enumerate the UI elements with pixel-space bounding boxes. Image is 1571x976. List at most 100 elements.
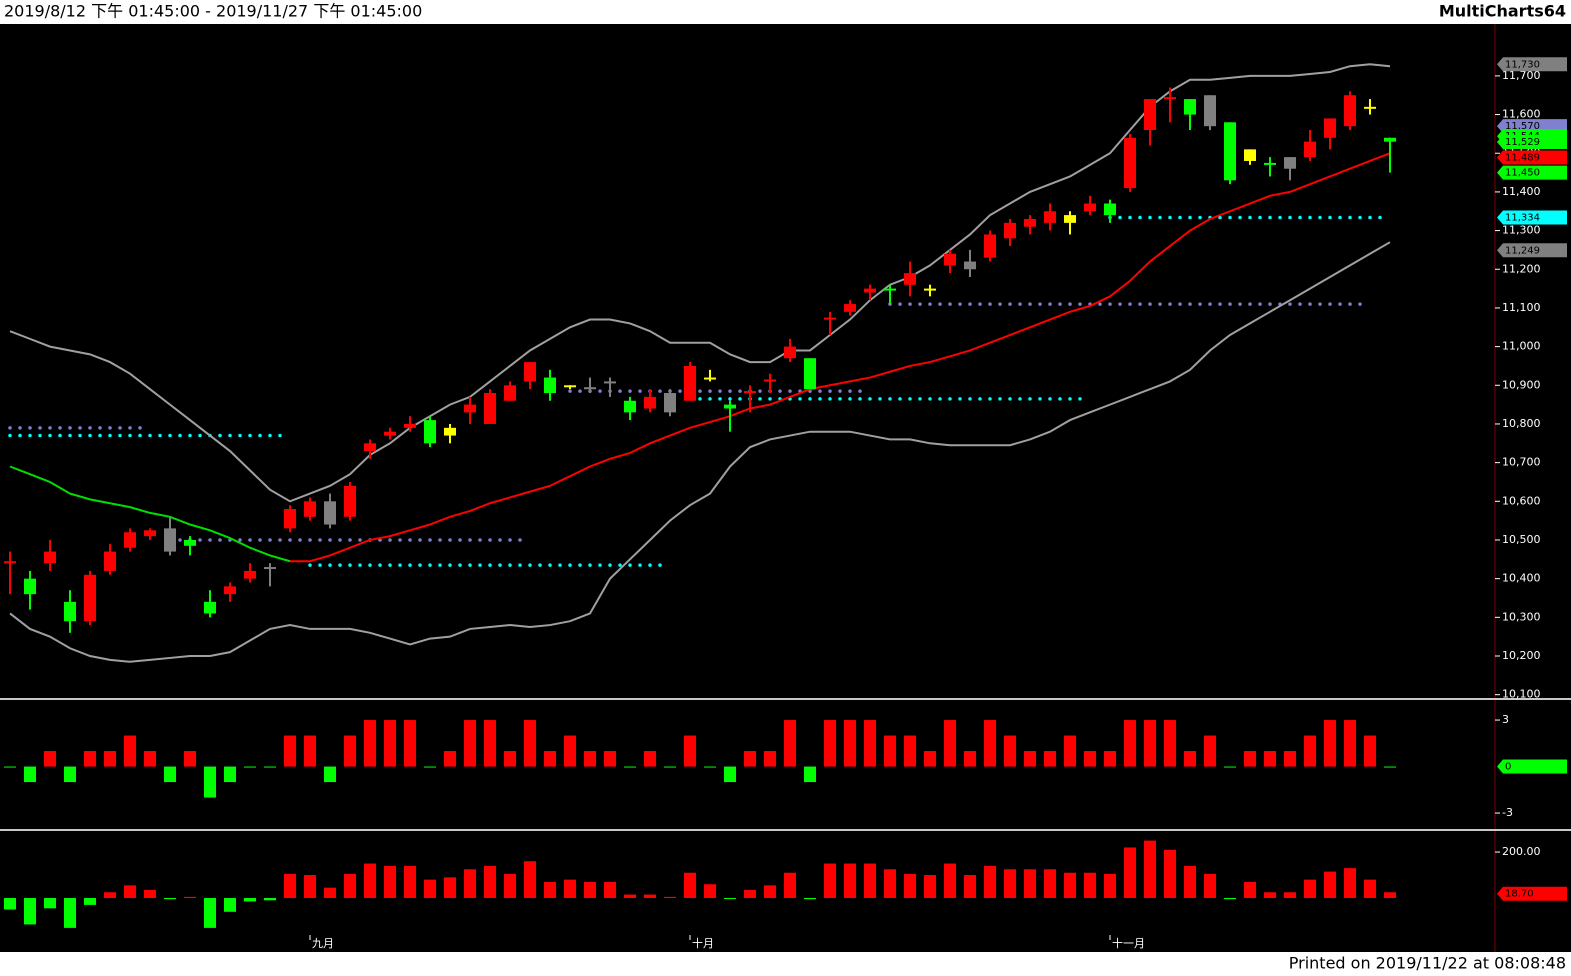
app-name: MultiCharts64 bbox=[1439, 2, 1566, 21]
histogram-bar bbox=[824, 720, 836, 767]
x-tick-label: 九月 bbox=[312, 937, 334, 950]
histogram-bar bbox=[764, 885, 776, 899]
candle-body bbox=[424, 420, 436, 444]
candle-body bbox=[584, 387, 596, 390]
histogram-bar bbox=[544, 751, 556, 767]
histogram-bar bbox=[244, 898, 256, 902]
candle-body bbox=[1024, 218, 1036, 227]
y-tick-label: 200.00 bbox=[1502, 845, 1541, 858]
histogram-bar bbox=[1044, 869, 1056, 899]
histogram-bar bbox=[24, 766, 36, 783]
histogram-bar bbox=[344, 735, 356, 767]
histogram-bar bbox=[584, 751, 596, 767]
histogram-bar bbox=[744, 751, 756, 767]
histogram-bar bbox=[1024, 751, 1036, 767]
histogram-bar bbox=[104, 751, 116, 767]
candle-body bbox=[244, 570, 256, 579]
histogram-bar bbox=[224, 766, 236, 783]
candle-body bbox=[1284, 157, 1296, 169]
y-tick-label: 10,900 bbox=[1502, 378, 1541, 391]
y-tick-label: 11,400 bbox=[1502, 185, 1541, 198]
histogram-bar bbox=[504, 873, 516, 899]
histogram-bar bbox=[604, 751, 616, 767]
candle-body bbox=[804, 358, 816, 390]
price-tag bbox=[1497, 243, 1567, 258]
histogram-bar bbox=[1124, 847, 1136, 899]
candle-body bbox=[724, 404, 736, 409]
histogram-bar bbox=[944, 720, 956, 767]
histogram-bar bbox=[784, 872, 796, 899]
histogram-bar bbox=[264, 898, 276, 901]
candle-body bbox=[64, 601, 76, 622]
y-tick-label: 3 bbox=[1502, 713, 1509, 726]
histogram-bar bbox=[284, 873, 296, 899]
price-tag-label: 11,249 bbox=[1505, 245, 1540, 256]
candle-body bbox=[1104, 203, 1116, 216]
histogram-bar bbox=[784, 720, 796, 767]
histogram-bar bbox=[4, 898, 16, 910]
candle-body bbox=[704, 377, 716, 380]
candle-body bbox=[264, 567, 276, 570]
price-tag bbox=[1497, 150, 1567, 165]
histogram-bar bbox=[1164, 849, 1176, 899]
candle-body bbox=[1184, 99, 1196, 115]
candle-body bbox=[284, 509, 296, 529]
price-tag-label: 0 bbox=[1505, 762, 1511, 773]
candle-body bbox=[984, 234, 996, 258]
histogram-bar bbox=[884, 735, 896, 767]
histogram-bar bbox=[1304, 735, 1316, 767]
candle-body bbox=[644, 396, 656, 409]
histogram-bar bbox=[644, 751, 656, 767]
histogram-bar bbox=[704, 884, 716, 899]
y-tick-label: 11,000 bbox=[1502, 340, 1541, 353]
y-tick-label: 10,400 bbox=[1502, 572, 1541, 585]
histogram-bar bbox=[1024, 869, 1036, 899]
price-tag bbox=[1497, 886, 1567, 901]
histogram-bar bbox=[1344, 720, 1356, 767]
price-tag-label: 11,489 bbox=[1505, 152, 1540, 163]
candle-body bbox=[524, 362, 536, 382]
histogram-bar bbox=[584, 881, 596, 899]
y-tick-label: 11,100 bbox=[1502, 301, 1541, 314]
x-tick-label: 十一月 bbox=[1112, 936, 1145, 950]
histogram-bar bbox=[64, 898, 76, 928]
histogram-bar bbox=[4, 766, 16, 768]
histogram-bar bbox=[864, 863, 876, 899]
histogram-bar bbox=[1084, 872, 1096, 899]
candle-body bbox=[564, 385, 576, 388]
candle-body bbox=[104, 551, 116, 571]
histogram-bar bbox=[1044, 751, 1056, 767]
candle-body bbox=[824, 317, 836, 320]
candle-body bbox=[504, 385, 516, 401]
histogram-bar bbox=[1104, 751, 1116, 767]
candle-body bbox=[784, 346, 796, 359]
price-tag-label: 11,529 bbox=[1505, 137, 1540, 148]
candle-body bbox=[204, 601, 216, 614]
histogram-bar bbox=[1184, 751, 1196, 767]
candle-body bbox=[24, 578, 36, 595]
histogram-bar bbox=[1224, 898, 1236, 900]
candle-body bbox=[464, 404, 476, 413]
candle-body bbox=[1164, 97, 1176, 100]
candle-body bbox=[1044, 211, 1056, 223]
candle-body bbox=[1224, 122, 1236, 181]
histogram-bar bbox=[364, 720, 376, 767]
histogram-bar bbox=[724, 766, 736, 783]
histogram-bar bbox=[1264, 751, 1276, 767]
candle-body bbox=[884, 288, 896, 291]
histogram-bar bbox=[104, 892, 116, 899]
footer-bar bbox=[0, 952, 1571, 976]
histogram-bar bbox=[884, 869, 896, 899]
histogram-bar bbox=[444, 877, 456, 899]
y-tick-label: 10,200 bbox=[1502, 649, 1541, 662]
histogram-bar bbox=[1224, 766, 1236, 768]
candle-body bbox=[44, 551, 56, 564]
histogram-bar bbox=[664, 766, 676, 768]
candle-body bbox=[124, 532, 136, 548]
histogram-bar bbox=[1284, 892, 1296, 899]
candle-body bbox=[304, 501, 316, 517]
histogram-bar bbox=[1084, 751, 1096, 767]
x-tick-label: 十月 bbox=[692, 936, 714, 950]
candle-body bbox=[84, 574, 96, 622]
